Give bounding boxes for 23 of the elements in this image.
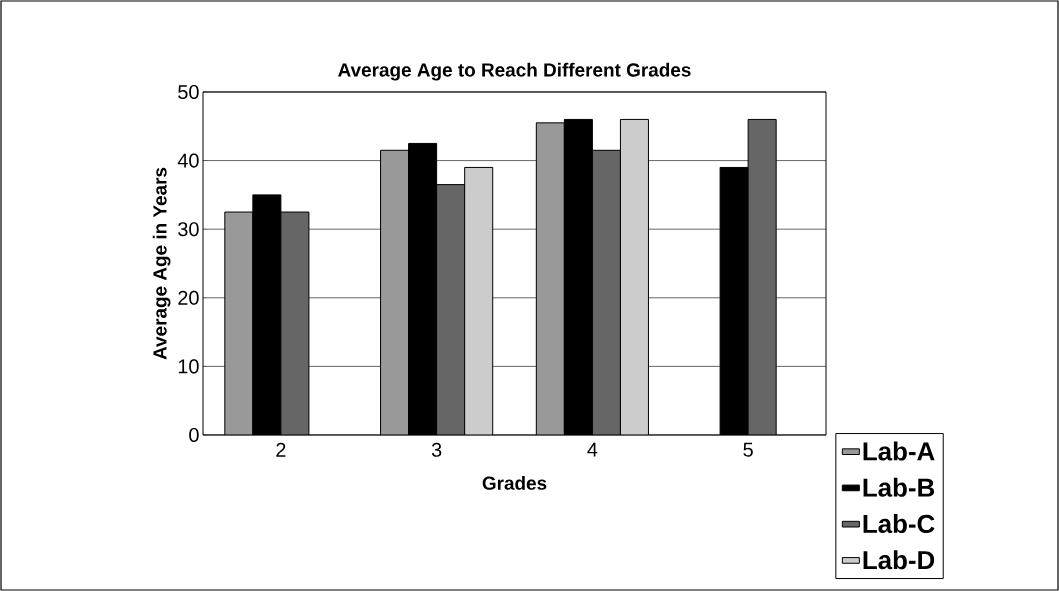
y-axis-title: Average Age in Years: [152, 167, 171, 360]
y-tick-label: 40: [177, 153, 199, 168]
y-tick-label: 0: [189, 427, 199, 443]
legend-label: Lab-B: [863, 477, 935, 497]
legend-label: Lab-D: [863, 550, 935, 570]
y-tick-label: 20: [178, 290, 199, 305]
y-tick-label: 50: [178, 84, 199, 100]
bar: [591, 149, 621, 435]
bar: [436, 184, 466, 435]
chart-title: Average Age to Reach Different Grades: [338, 62, 691, 81]
bar: [464, 166, 494, 435]
y-tick-label: 30: [178, 222, 199, 237]
x-tick-label: 4: [587, 442, 598, 457]
bar: [747, 118, 777, 435]
legend-label: Lab-C: [863, 514, 935, 534]
x-tick-label: 2: [276, 442, 286, 457]
x-tick-label: 5: [743, 442, 753, 457]
x-tick-label: 3: [431, 442, 442, 457]
bar: [280, 211, 310, 435]
x-axis-title: Grades: [482, 475, 547, 490]
y-tick-label: 10: [178, 359, 199, 374]
legend-label: Lab-A: [863, 441, 935, 461]
bar: [619, 118, 649, 435]
